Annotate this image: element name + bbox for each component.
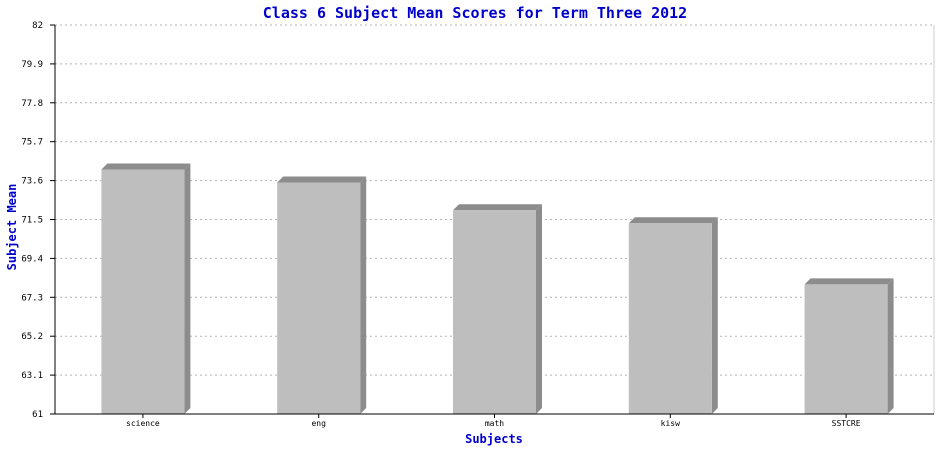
y-tick-label: 82 xyxy=(32,21,43,31)
bar xyxy=(277,176,367,414)
x-tick-label: math xyxy=(485,419,504,428)
bar xyxy=(101,163,191,414)
bar-side-shade xyxy=(536,204,542,414)
bar-face xyxy=(101,169,185,414)
y-tick-label: 75.7 xyxy=(21,138,43,148)
bars xyxy=(101,163,894,414)
chart-title: Class 6 Subject Mean Scores for Term Thr… xyxy=(263,4,687,22)
bar-side-shade xyxy=(360,176,367,414)
bar-side-shade xyxy=(711,217,718,414)
bar-top-shade xyxy=(101,163,191,170)
y-tick-label: 65.2 xyxy=(21,332,43,342)
grid-lines xyxy=(55,24,934,376)
y-tick-label: 69.4 xyxy=(21,254,43,264)
bar-face xyxy=(277,182,361,414)
x-tick-labels: science eng math kisw SSTCRE xyxy=(126,419,861,428)
bar xyxy=(804,278,894,414)
y-tick-label: 67.3 xyxy=(21,293,43,303)
x-tick-label: eng xyxy=(311,419,326,428)
bar xyxy=(628,217,718,414)
bar xyxy=(453,204,542,414)
y-axis-label: Subject Mean xyxy=(5,184,19,271)
y-tick-label: 63.1 xyxy=(21,371,43,381)
x-axis-label: Subjects xyxy=(465,432,523,446)
bar-side-shade xyxy=(184,163,191,414)
bar-top-shade xyxy=(453,204,542,211)
x-tick-label: kisw xyxy=(661,419,680,428)
y-tick-label: 79.9 xyxy=(21,60,43,70)
bar-face xyxy=(804,284,888,414)
y-tick-label: 77.8 xyxy=(21,99,43,109)
bar-top-shade xyxy=(277,176,367,183)
axes xyxy=(50,24,935,418)
x-tick-label: SSTCRE xyxy=(832,419,861,428)
x-tick-label: science xyxy=(126,419,160,428)
bar-face xyxy=(453,210,536,414)
y-tick-label: 73.6 xyxy=(21,177,43,187)
bar-top-shade xyxy=(804,278,894,285)
bar-top-shade xyxy=(628,217,718,224)
bar-side-shade xyxy=(887,278,894,414)
y-tick-labels: 61 63.1 65.2 67.3 69.4 71.5 73.6 75.7 77.8 79.9 82 xyxy=(21,21,43,420)
y-tick-label: 71.5 xyxy=(21,216,43,226)
bar-face xyxy=(628,223,712,414)
y-tick-label: 61 xyxy=(32,410,43,420)
